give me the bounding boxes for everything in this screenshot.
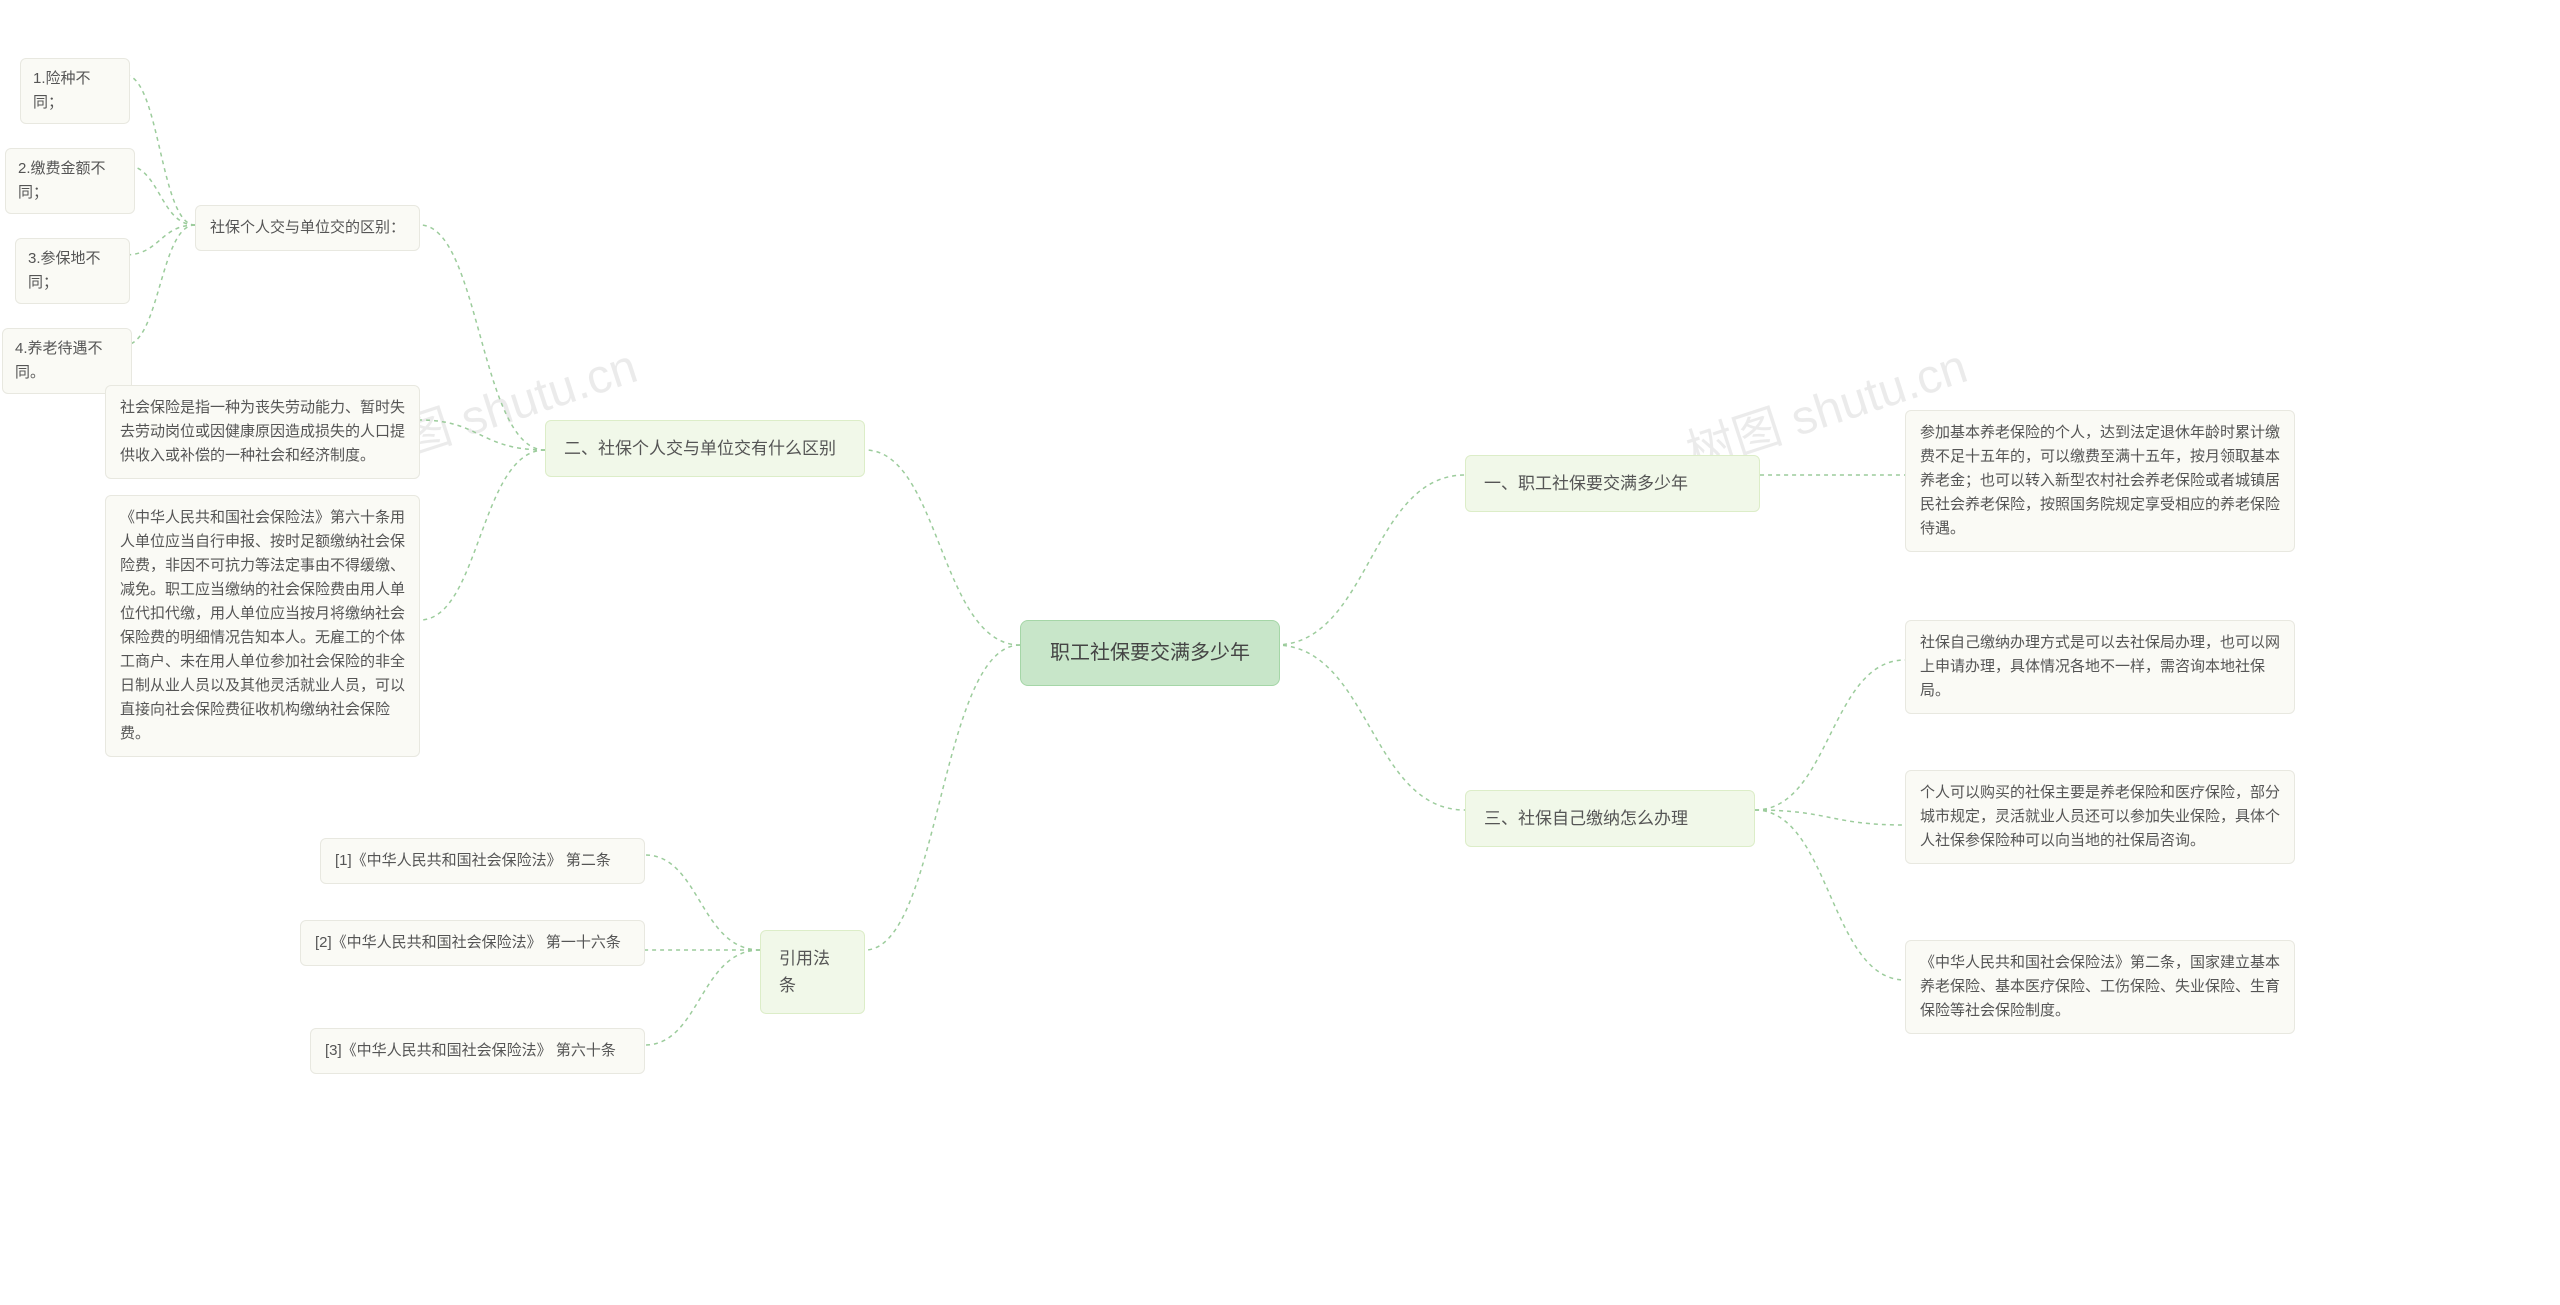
branch-3-leaf-2: 个人可以购买的社保主要是养老保险和医疗保险，部分城市规定，灵活就业人员还可以参加… (1905, 770, 2295, 864)
branch-2-sub-diff: 社保个人交与单位交的区别： (195, 205, 420, 251)
branch-3-leaf-1: 社保自己缴纳办理方式是可以去社保局办理，也可以网上申请办理，具体情况各地不一样，… (1905, 620, 2295, 714)
branch-3: 三、社保自己缴纳怎么办理 (1465, 790, 1755, 847)
cite-item-3: [3]《中华人民共和国社会保险法》 第六十条 (310, 1028, 645, 1074)
diff-item-1: 1.险种不同； (20, 58, 130, 124)
diff-item-2: 2.缴费金额不同； (5, 148, 135, 214)
branch-2-leaf-def: 社会保险是指一种为丧失劳动能力、暂时失去劳动岗位或因健康原因造成损失的人口提供收… (105, 385, 420, 479)
branch-3-leaf-3: 《中华人民共和国社会保险法》第二条，国家建立基本养老保险、基本医疗保险、工伤保险… (1905, 940, 2295, 1034)
branch-1: 一、职工社保要交满多少年 (1465, 455, 1760, 512)
center-topic: 职工社保要交满多少年 (1020, 620, 1280, 686)
branch-cite: 引用法条 (760, 930, 865, 1014)
branch-2-leaf-law: 《中华人民共和国社会保险法》第六十条用人单位应当自行申报、按时足额缴纳社会保险费… (105, 495, 420, 757)
branch-1-leaf-1: 参加基本养老保险的个人，达到法定退休年龄时累计缴费不足十五年的，可以缴费至满十五… (1905, 410, 2295, 552)
cite-item-1: [1]《中华人民共和国社会保险法》 第二条 (320, 838, 645, 884)
branch-2: 二、社保个人交与单位交有什么区别 (545, 420, 865, 477)
diff-item-3: 3.参保地不同； (15, 238, 130, 304)
cite-item-2: [2]《中华人民共和国社会保险法》 第一十六条 (300, 920, 645, 966)
